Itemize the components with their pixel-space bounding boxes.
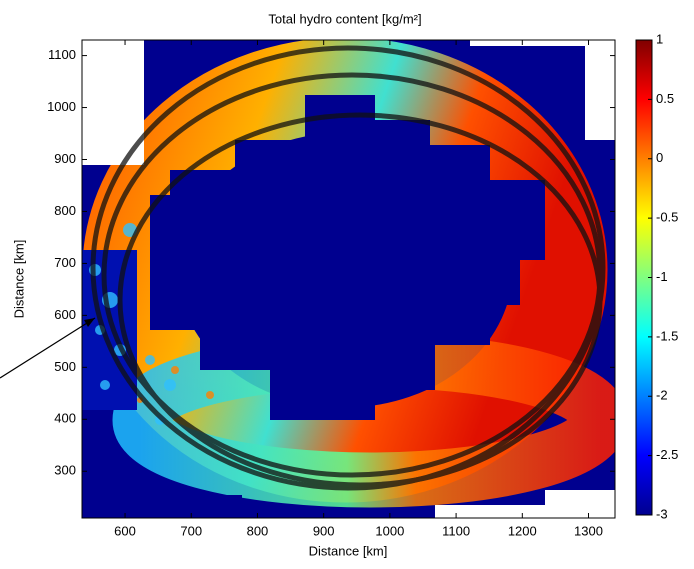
colorbar-tick-label: -1 — [656, 269, 668, 284]
y-tick-label: 400 — [54, 411, 76, 426]
x-tick-label: 900 — [313, 523, 335, 538]
y-tick-label: 300 — [54, 463, 76, 478]
colorbar-tick-label: -2.5 — [656, 447, 678, 462]
y-tick-label: 600 — [54, 307, 76, 322]
plot-frame — [81, 39, 616, 519]
y-tick-label: 500 — [54, 359, 76, 374]
x-tick-label: 1200 — [508, 523, 537, 538]
colorbar-tick-label: 1 — [656, 31, 663, 46]
y-tick-label: 1000 — [47, 99, 76, 114]
y-axis-label: Distance [km] — [11, 240, 26, 319]
y-tick-label: 900 — [54, 151, 76, 166]
y-tick-label: 800 — [54, 203, 76, 218]
x-tick-label: 700 — [180, 523, 202, 538]
y-tick-label: 1100 — [48, 47, 76, 62]
x-tick-label: 1100 — [442, 523, 470, 538]
x-tick-label: 1000 — [375, 523, 404, 538]
colorbar-tick-label: -2 — [656, 388, 668, 403]
y-tick-label: 700 — [54, 255, 76, 270]
x-axis-label: Distance [km] — [309, 543, 388, 558]
colorbar-tick-label: 0 — [656, 150, 663, 165]
colorbar-tick-label: -3 — [656, 506, 668, 521]
x-tick-label: 800 — [247, 523, 269, 538]
colorbar-tick-label: 0.5 — [656, 91, 674, 106]
arrow-line — [0, 317, 96, 379]
x-tick-label: 600 — [114, 523, 136, 538]
x-tick-label: 1300 — [574, 523, 603, 538]
chart-title: Total hydro content [kg/m²] — [268, 11, 421, 26]
colorbar-tick-label: -0.5 — [656, 210, 678, 225]
heatmap-image — [82, 40, 615, 518]
arrow-head — [84, 318, 95, 327]
colorbar-tick-label: -1.5 — [656, 328, 678, 343]
